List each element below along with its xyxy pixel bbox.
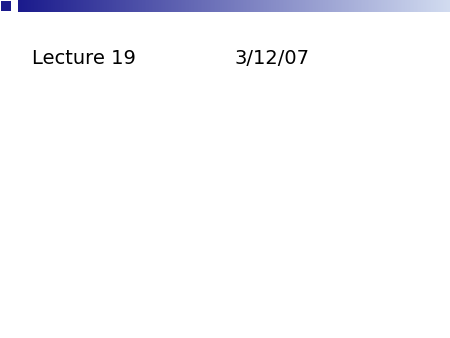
Text: 3/12/07: 3/12/07	[234, 49, 309, 68]
Text: Lecture 19: Lecture 19	[32, 49, 135, 68]
